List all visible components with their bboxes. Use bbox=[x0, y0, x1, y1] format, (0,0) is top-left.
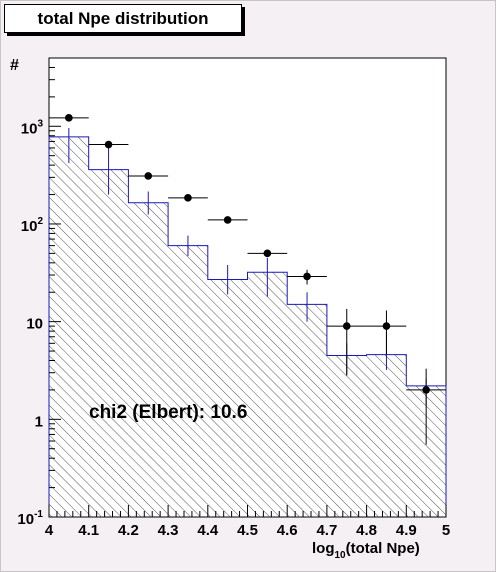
x-tick-label: 4.8 bbox=[356, 522, 377, 539]
simulation-bar bbox=[168, 245, 208, 518]
simulation-bar bbox=[88, 169, 129, 517]
simulation-bar bbox=[287, 304, 327, 517]
x-axis-label: log10(total Npe) bbox=[312, 540, 420, 561]
x-tick-label: 4 bbox=[45, 522, 54, 539]
data-point bbox=[223, 216, 232, 224]
simulation-bar bbox=[326, 355, 367, 517]
y-tick-label: 103 bbox=[21, 118, 44, 137]
x-tick-label: 4.3 bbox=[158, 522, 179, 539]
simulation-bar bbox=[207, 279, 248, 517]
simulation-bar bbox=[128, 202, 169, 517]
data-point bbox=[303, 272, 311, 281]
simulation-bar bbox=[49, 136, 89, 517]
chi2-annotation: chi2 (Elbert): 10.6 bbox=[89, 402, 247, 423]
y-tick-label: 1 bbox=[35, 413, 43, 430]
y-axis-label: # bbox=[10, 57, 19, 74]
data-point bbox=[342, 322, 351, 330]
x-tick-label: 4.7 bbox=[316, 522, 337, 539]
data-points-group bbox=[49, 114, 446, 445]
chart-title: total Npe distribution bbox=[37, 9, 209, 28]
x-tick-label: 4.6 bbox=[277, 522, 298, 539]
x-tick-label: 4.2 bbox=[118, 522, 139, 539]
data-point bbox=[144, 172, 153, 180]
data-point bbox=[104, 140, 113, 149]
data-point bbox=[382, 322, 391, 330]
data-point bbox=[184, 194, 192, 202]
x-axis-label-rest: (total Npe) bbox=[346, 540, 420, 557]
x-tick-label: 5 bbox=[442, 522, 450, 539]
x-axis-label-sub: 10 bbox=[335, 550, 347, 561]
y-tick-label: 10 bbox=[26, 316, 43, 333]
simulation-bar bbox=[247, 272, 288, 517]
x-tick-label: 4.1 bbox=[78, 522, 99, 539]
data-point bbox=[65, 114, 73, 122]
y-tick-label: 102 bbox=[21, 216, 44, 235]
data-point bbox=[263, 249, 272, 258]
data-point bbox=[422, 386, 430, 394]
chart-title-box: total Npe distribution bbox=[4, 4, 242, 33]
x-tick-label: 4.4 bbox=[197, 522, 219, 539]
y-tick-label: 10-1 bbox=[17, 509, 43, 528]
x-tick-label: 4.5 bbox=[237, 522, 258, 539]
simulation-bar bbox=[366, 354, 407, 517]
x-tick-label: 4.9 bbox=[396, 522, 417, 539]
simulation-fill-group bbox=[49, 136, 446, 518]
x-axis-label-base: log bbox=[312, 540, 335, 557]
axes-group: 4 4.1 4.2 4.3 4.4 4.5 4.6 4.7 4.8 4.9 5 10-1 1 10 102 1… bbox=[17, 57, 450, 539]
